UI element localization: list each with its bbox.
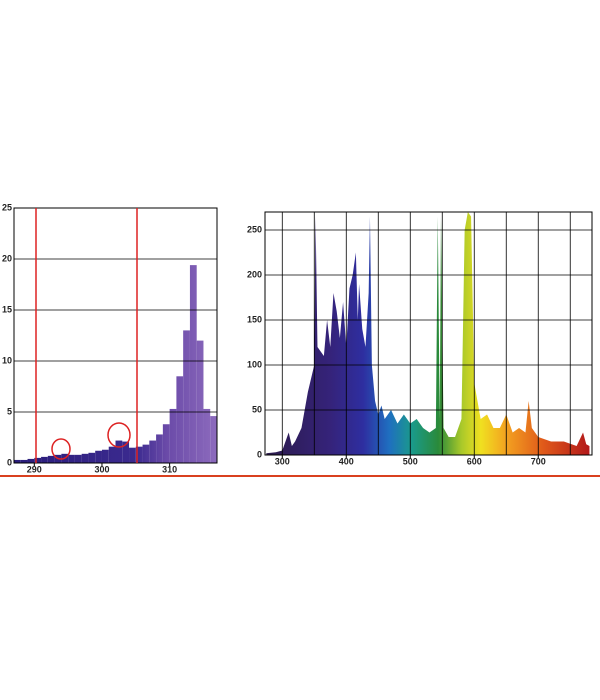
bar — [135, 446, 143, 463]
bar — [210, 416, 217, 463]
bar — [20, 459, 28, 463]
y-tick-label: 250 — [247, 224, 262, 234]
spectrum-area — [266, 212, 590, 455]
y-tick-label: 0 — [257, 449, 262, 459]
y-tick-label: 200 — [247, 269, 262, 279]
bar — [74, 454, 82, 463]
y-tick-label: 100 — [247, 359, 262, 369]
y-tick-label: 25 — [2, 202, 12, 212]
x-tick-label: 700 — [531, 456, 546, 466]
bar — [122, 441, 130, 463]
plot-frame — [13, 207, 218, 464]
bar — [108, 446, 116, 463]
y-tick-label: 20 — [2, 253, 12, 263]
y-tick-label: 5 — [7, 406, 12, 416]
bar — [142, 444, 150, 463]
bar — [189, 265, 197, 463]
bar — [101, 449, 109, 463]
y-tick-label: 150 — [247, 314, 262, 324]
y-tick-label: 0 — [7, 457, 12, 467]
y-tick-label: 15 — [2, 304, 12, 314]
bar — [14, 459, 21, 463]
bar — [115, 440, 123, 463]
bar — [162, 424, 170, 463]
bar — [95, 450, 102, 463]
bar — [47, 455, 55, 463]
bar — [176, 376, 184, 463]
bar — [81, 453, 89, 463]
x-tick-label: 310 — [162, 464, 177, 474]
bar — [183, 330, 190, 463]
bar — [41, 456, 48, 463]
x-tick-label: 290 — [27, 464, 42, 474]
y-tick-label: 10 — [2, 355, 12, 365]
bar — [156, 434, 163, 463]
annotation-circle — [107, 422, 131, 448]
bar — [129, 447, 136, 463]
annotation-circle — [51, 438, 71, 460]
bar — [196, 340, 204, 463]
x-tick-label: 600 — [467, 456, 482, 466]
x-tick-label: 500 — [403, 456, 418, 466]
y-tick-label: 50 — [252, 404, 262, 414]
bar — [68, 454, 75, 463]
plot-frame — [264, 211, 593, 456]
x-tick-label: 300 — [275, 456, 290, 466]
bar — [203, 408, 211, 463]
bar — [169, 408, 177, 463]
bar — [27, 458, 35, 463]
x-tick-label: 400 — [339, 456, 354, 466]
bar — [34, 457, 42, 463]
bar — [88, 452, 96, 463]
x-tick-label: 300 — [94, 464, 109, 474]
bar — [149, 440, 157, 463]
